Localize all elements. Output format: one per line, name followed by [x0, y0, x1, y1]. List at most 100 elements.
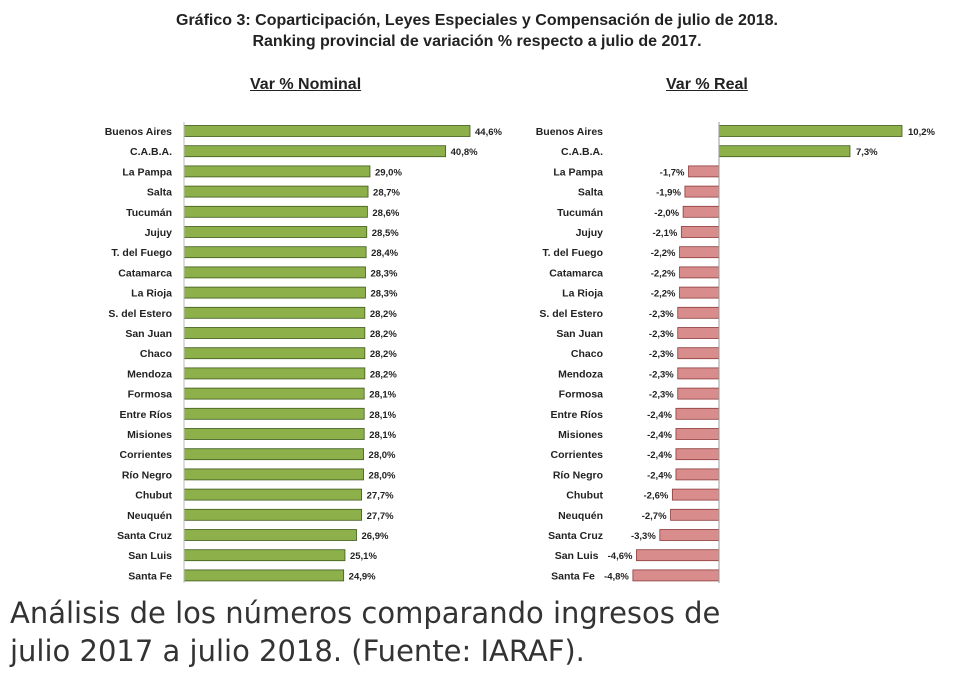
nominal-category-label: San Juan — [125, 328, 172, 340]
real-value-label: -2,2% — [651, 248, 676, 259]
nominal-bar — [183, 488, 363, 501]
chart-canvas: Buenos Aires 44,6% C.A.B.A. 40,8% La Pampa 29… — [105, 122, 935, 583]
real-bar — [636, 549, 720, 562]
real-bar — [679, 266, 720, 279]
real-bar — [718, 125, 903, 137]
nominal-value-label: 27,7% — [367, 511, 394, 522]
real-bar — [671, 488, 720, 501]
nominal-bar — [183, 569, 345, 582]
nominal-bar — [183, 529, 357, 541]
real-bar — [632, 569, 720, 582]
real-value-label: -2,2% — [651, 289, 676, 300]
real-bar — [677, 327, 720, 339]
real-bar — [677, 387, 720, 400]
chart-title-line2: Ranking provincial de variación % respec… — [252, 33, 702, 50]
real-bar — [684, 185, 720, 198]
nominal-value-label: 28,7% — [373, 188, 400, 199]
real-value-label: -2,4% — [647, 470, 672, 481]
nominal-category-label: S. del Estero — [108, 308, 172, 320]
real-value-label: -1,9% — [656, 188, 681, 199]
chart-title: Gráfico 3: Coparticipación, Leyes Especi… — [0, 10, 954, 52]
nominal-bar — [183, 266, 366, 279]
image-caption: Análisis de los números comparando ingre… — [10, 594, 910, 670]
caption-line2: julio 2017 a julio 2018. (Fuente: IARAF)… — [10, 634, 585, 668]
nominal-bar — [183, 185, 369, 198]
real-value-label: -2,0% — [654, 208, 679, 219]
chart-title-line1: Gráfico 3: Coparticipación, Leyes Especi… — [176, 12, 778, 29]
real-category-label: Chaco — [571, 348, 603, 360]
nominal-value-label: 44,6% — [475, 127, 502, 138]
real-category-label: La Pampa — [553, 166, 603, 178]
nominal-bar — [183, 428, 365, 440]
nominal-category-label: Río Negro — [122, 469, 172, 481]
nominal-category-label: T. del Fuego — [111, 247, 172, 259]
real-category-label: Formosa — [559, 389, 604, 401]
real-value-label: -2,3% — [649, 349, 674, 360]
real-value-label: -2,4% — [647, 410, 672, 421]
real-value-label: -2,4% — [647, 430, 672, 441]
nominal-value-label: 28,1% — [369, 390, 396, 401]
real-bar — [679, 246, 720, 259]
nominal-bar — [183, 407, 365, 420]
real-category-label: Chubut — [566, 490, 603, 502]
real-value-label: -4,8% — [604, 571, 629, 582]
nominal-value-label: 25,1% — [350, 551, 377, 562]
nominal-value-label: 28,1% — [369, 410, 396, 421]
caption-line1: Análisis de los números comparando ingre… — [10, 596, 721, 630]
nominal-category-label: Mendoza — [127, 368, 172, 380]
nominal-bar — [183, 306, 366, 319]
real-value-label: -2,3% — [649, 369, 674, 380]
nominal-value-label: 24,9% — [349, 571, 376, 582]
nominal-value-label: 27,7% — [367, 491, 394, 502]
real-category-label: Río Negro — [553, 469, 603, 481]
nominal-bar — [183, 468, 364, 481]
nominal-bar — [183, 508, 363, 521]
real-panel-title: Var % Real — [666, 76, 748, 93]
nominal-value-label: 28,2% — [370, 309, 397, 320]
nominal-bar — [183, 367, 366, 380]
real-bar — [677, 367, 720, 380]
real-category-label: Buenos Aires — [536, 126, 603, 138]
nominal-value-label: 28,6% — [372, 208, 399, 219]
nominal-category-label: Tucumán — [126, 207, 172, 219]
nominal-category-label: Formosa — [128, 389, 173, 401]
nominal-bar — [183, 448, 364, 461]
nominal-bar — [183, 327, 366, 339]
real-category-label: Jujuy — [576, 227, 604, 239]
nominal-category-label: La Rioja — [131, 288, 172, 300]
nominal-category-label: Entre Ríos — [119, 409, 172, 421]
real-value-label: -2,4% — [647, 450, 672, 461]
nominal-bar — [183, 165, 371, 178]
real-bar — [675, 448, 720, 461]
real-bar — [677, 347, 720, 360]
real-value-label: 10,2% — [908, 127, 935, 138]
nominal-category-label: San Luis — [128, 550, 172, 562]
nominal-value-label: 28,2% — [370, 349, 397, 360]
nominal-bar — [183, 226, 368, 238]
nominal-category-label: La Pampa — [122, 166, 172, 178]
real-bar — [659, 529, 720, 541]
nominal-value-label: 28,1% — [369, 430, 396, 441]
real-bar — [675, 468, 720, 481]
real-bar — [679, 286, 720, 299]
nominal-bar — [183, 125, 471, 137]
nominal-value-label: 29,0% — [375, 167, 402, 178]
real-category-label: C.A.B.A. — [561, 146, 603, 158]
real-category-label: Salta — [578, 187, 603, 199]
real-category-label: Entre Ríos — [550, 409, 603, 421]
nominal-category-label: Catamarca — [118, 267, 172, 279]
nominal-category-label: Misiones — [127, 429, 172, 441]
nominal-category-label: Buenos Aires — [105, 126, 172, 138]
nominal-bar — [183, 286, 366, 299]
real-value-label: -2,1% — [652, 228, 677, 239]
real-bar — [675, 407, 720, 420]
nominal-value-label: 28,0% — [369, 450, 396, 461]
real-value-label: -3,3% — [631, 531, 656, 542]
real-category-label: Neuquén — [558, 510, 603, 522]
real-bar — [718, 145, 851, 158]
real-value-label: 7,3% — [856, 147, 878, 158]
nominal-category-label: Salta — [147, 187, 172, 199]
real-category-label: S. del Estero — [539, 308, 603, 320]
nominal-value-label: 28,2% — [370, 369, 397, 380]
nominal-bar — [183, 387, 365, 400]
